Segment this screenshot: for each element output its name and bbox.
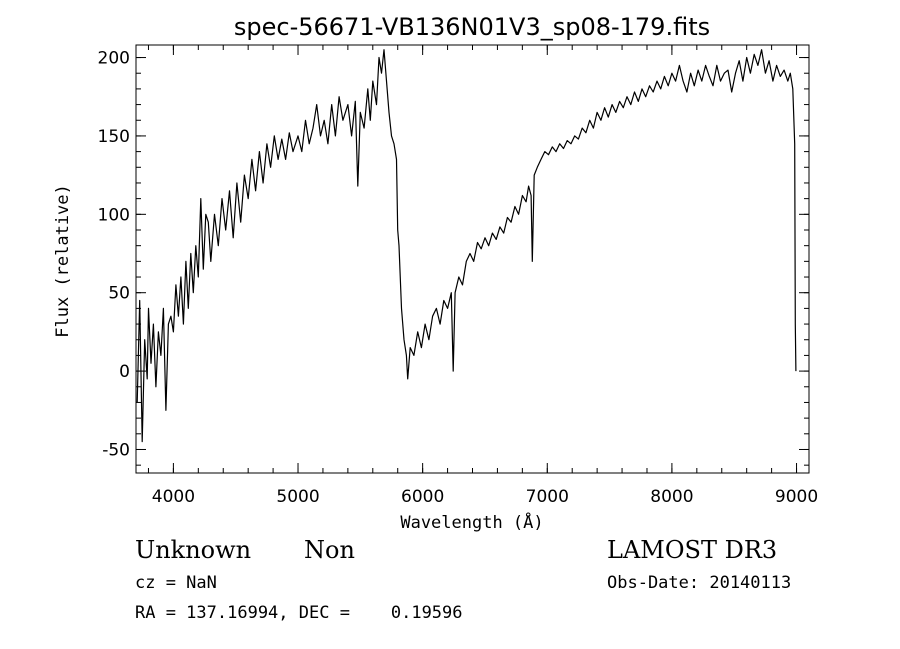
object-class-label: Unknown: [135, 536, 252, 564]
x-axis-label: Wavelength (Å): [400, 511, 543, 533]
subclass-label: Non: [304, 536, 355, 564]
ra-dec-label: RA = 137.16994, DEC = 0.19596: [135, 603, 463, 623]
survey-label: LAMOST DR3: [607, 536, 778, 564]
y-tick-label: 50: [108, 284, 130, 304]
y-tick-label: -50: [102, 440, 130, 460]
spectrum-line: [136, 49, 797, 443]
plot-frame: [135, 44, 810, 474]
y-tick-label: 150: [98, 127, 130, 147]
x-tick-label: 9000: [775, 487, 818, 507]
x-tick-label: 7000: [526, 487, 569, 507]
x-tick-label: 8000: [650, 487, 693, 507]
y-axis-label: Flux (relative): [53, 184, 73, 338]
x-tick-labels: 4000 5000 6000 7000 8000 9000: [152, 487, 818, 507]
y-tick-labels: -50 0 50 100 150 200: [98, 49, 130, 461]
y-tick-label: 0: [119, 362, 130, 382]
redshift-label: cz = NaN: [135, 573, 217, 593]
x-tick-label: 6000: [401, 487, 444, 507]
x-tick-label: 5000: [276, 487, 319, 507]
chart-title: spec-56671-VB136N01V3_sp08-179.fits: [234, 13, 710, 41]
y-tick-label: 100: [98, 205, 130, 225]
x-tick-label: 4000: [152, 487, 195, 507]
axis-ticks: [136, 45, 809, 473]
y-tick-label: 200: [98, 49, 130, 69]
obs-date-label: Obs-Date: 20140113: [607, 573, 792, 593]
